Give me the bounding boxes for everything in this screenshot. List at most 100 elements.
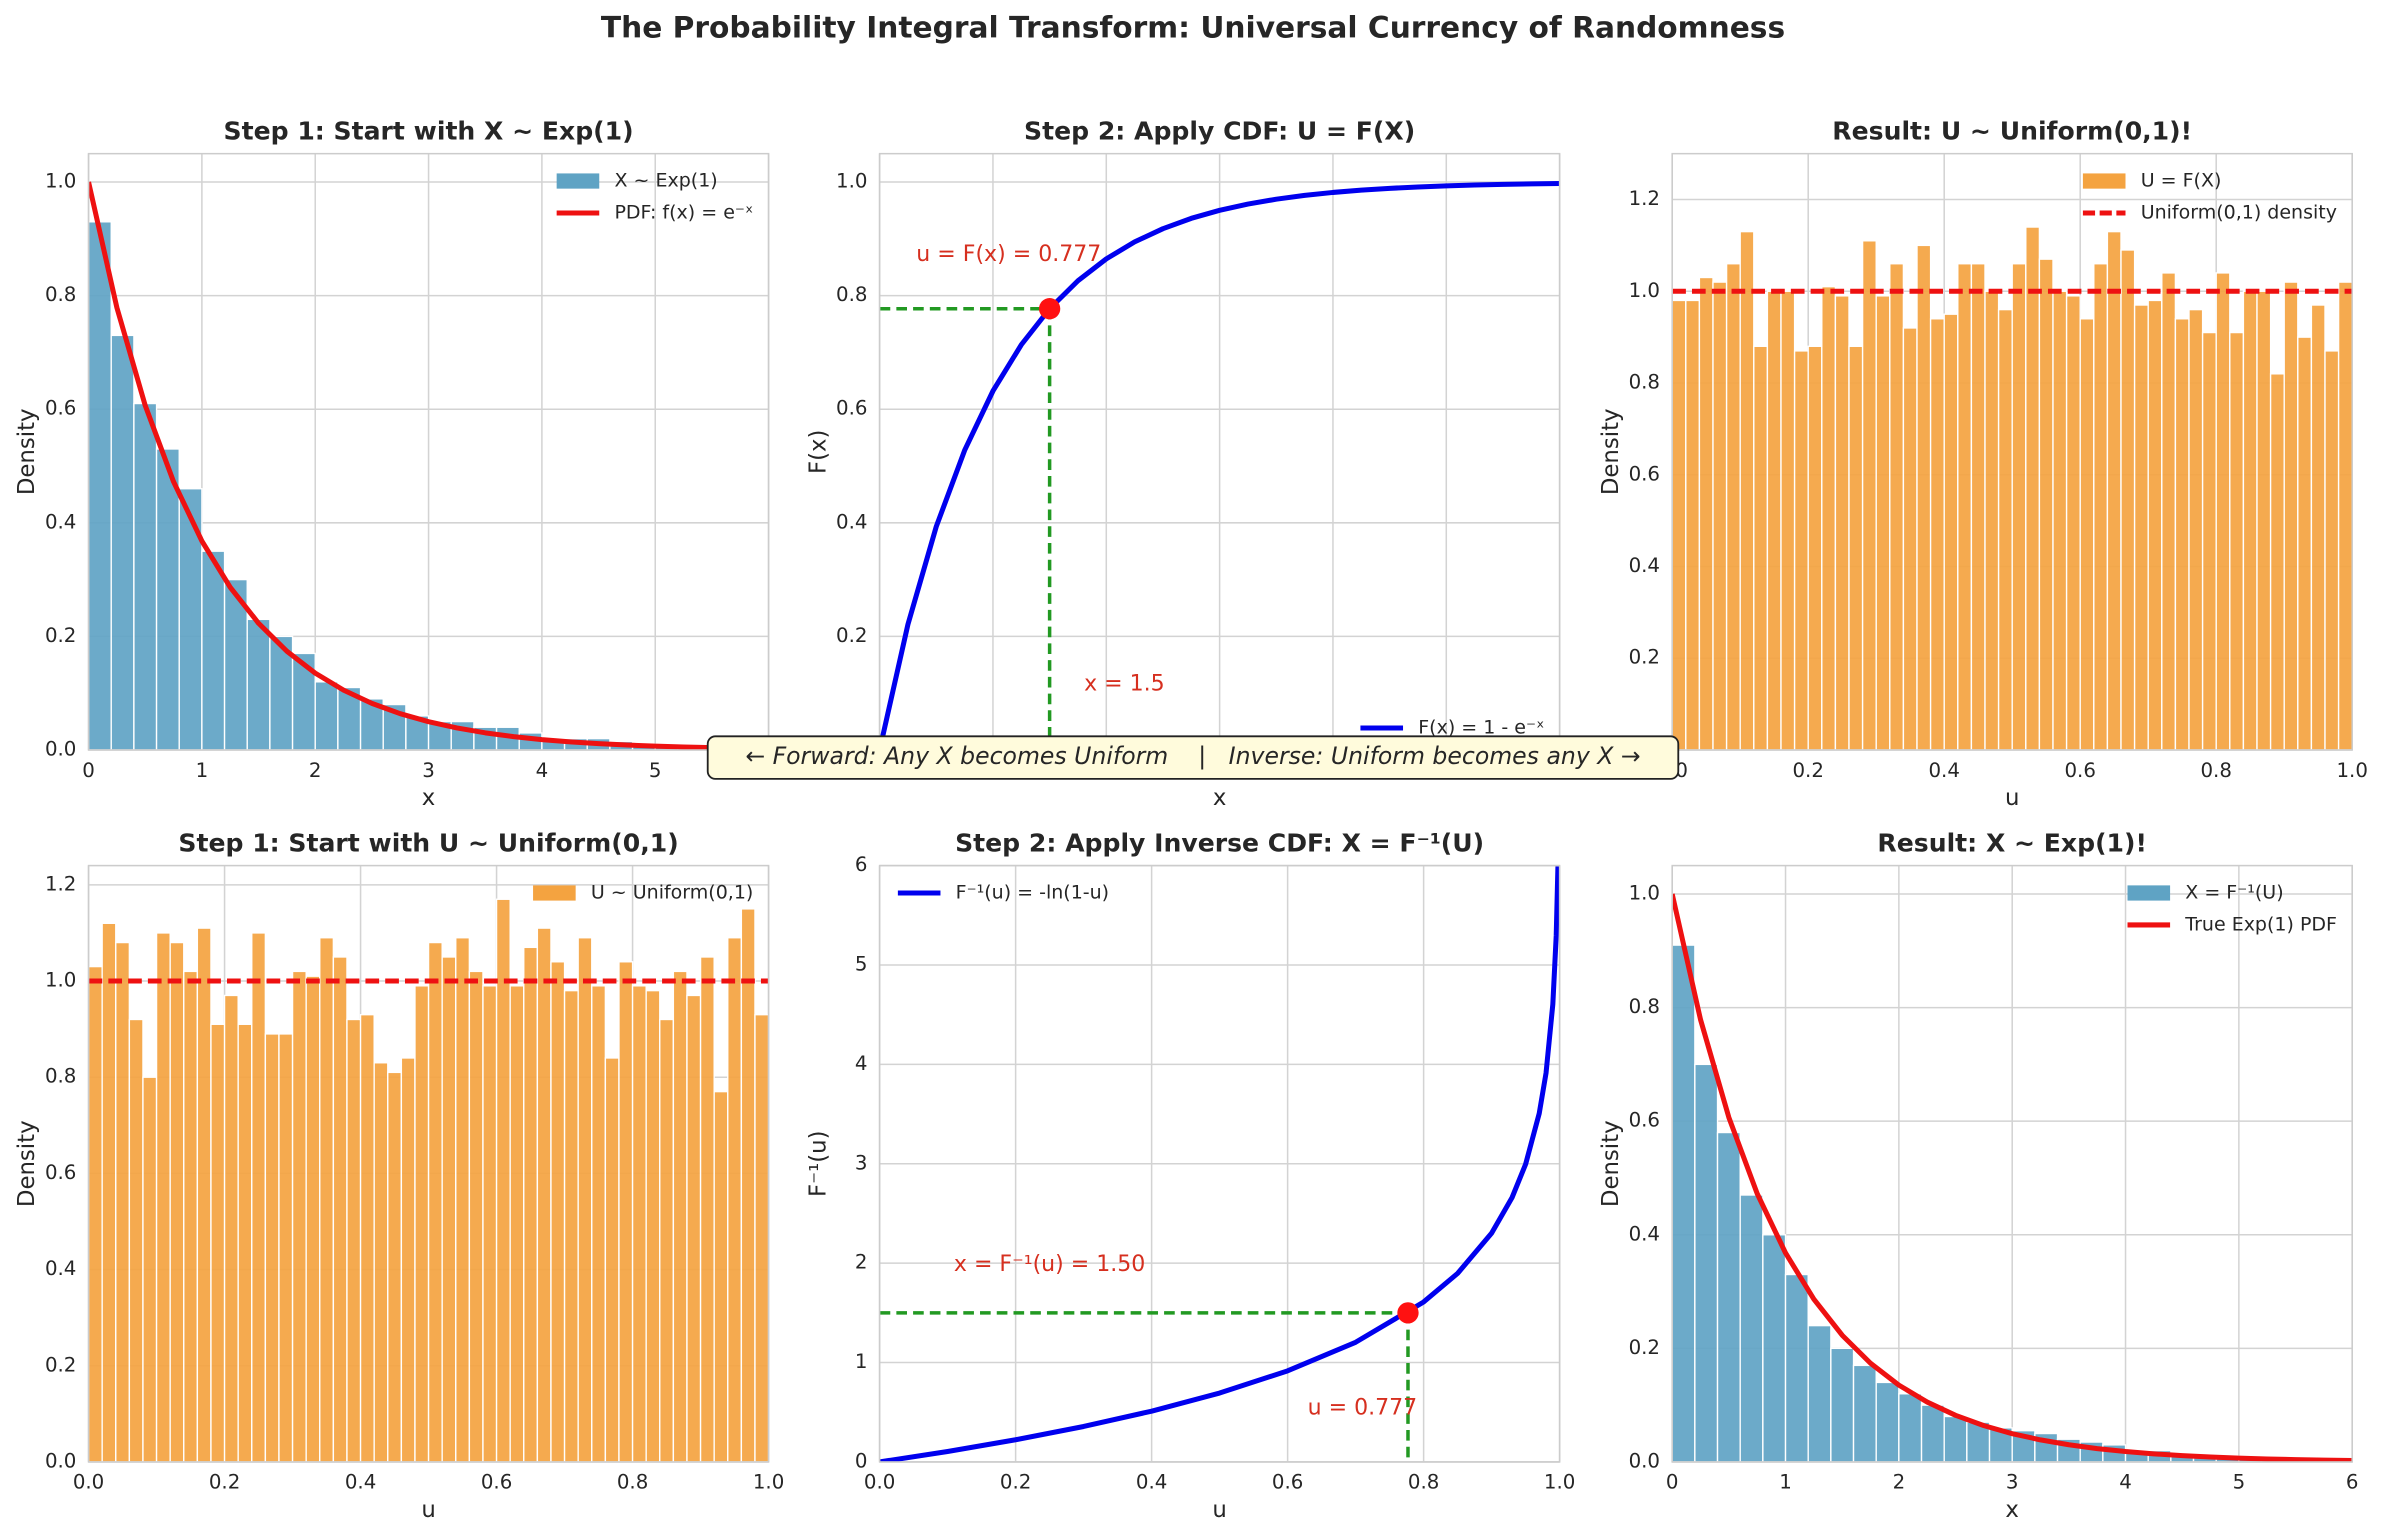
histogram-bar	[659, 1018, 675, 1462]
histogram-bar	[1716, 1131, 1741, 1462]
x-tick-label: 0.4	[345, 1471, 376, 1494]
curve	[879, 180, 1560, 750]
legend-label: F(x) = 1 - e⁻ˣ	[1418, 716, 1544, 738]
histogram-bar	[2065, 295, 2081, 750]
histogram-bar	[196, 927, 212, 1462]
curve	[879, 866, 1560, 1462]
x-tick-label: 0.8	[1408, 1471, 1439, 1494]
banner-box	[706, 735, 1680, 780]
legend: F(x) = 1 - e⁻ˣ	[1360, 716, 1544, 738]
histogram-bar	[727, 937, 743, 1462]
x-tick-label: 1	[1779, 1471, 1792, 1494]
histogram-bar	[319, 937, 335, 1462]
legend-label: PDF: f(x) = e⁻ˣ	[614, 201, 753, 223]
histogram-bar	[178, 488, 203, 750]
legend: U = F(X) Uniform(0,1) density	[2082, 170, 2337, 223]
x-tick-label: 0.6	[2064, 759, 2095, 782]
histogram-bar	[223, 994, 239, 1462]
x-axis-label: x	[2005, 1497, 2019, 1523]
histogram-bar	[183, 970, 199, 1462]
plot-frame	[87, 152, 770, 751]
x-tick-label: 1.0	[1544, 1471, 1575, 1494]
plot-frame	[87, 864, 770, 1463]
histogram-bar	[1902, 327, 1918, 750]
histogram-bar	[387, 1071, 403, 1462]
y-tick-label: 0.6	[1629, 462, 1660, 485]
plot-body	[88, 898, 769, 1462]
histogram-bar	[169, 941, 185, 1462]
histogram-bar	[1997, 308, 2013, 750]
histogram-bar	[237, 1023, 253, 1462]
histogram-bar	[699, 956, 715, 1462]
histogram-bar	[495, 898, 511, 1462]
histogram-bar	[1970, 263, 1986, 750]
histogram-bar	[427, 941, 443, 1462]
histogram-bar	[1672, 299, 1687, 750]
histogram-bar	[291, 970, 307, 1462]
histogram-bar	[2229, 331, 2245, 750]
y-tick-label: 5	[855, 952, 868, 975]
histogram-bar	[373, 1062, 389, 1462]
legend-label: True Exp(1) PDF	[2184, 913, 2337, 935]
histogram-bar	[2174, 318, 2190, 750]
histogram-bar	[2256, 290, 2272, 750]
y-axis-label: Density	[1598, 1120, 1624, 1207]
histogram-bar	[591, 985, 607, 1462]
histogram-bar	[1685, 299, 1701, 750]
y-tick-label: 0.2	[45, 624, 76, 647]
histogram-bar	[133, 402, 158, 750]
panel-title: Step 2: Apply CDF: U = F(X)	[1024, 116, 1415, 145]
histogram-bar	[672, 970, 688, 1462]
x-tick-label: 3	[2006, 1471, 2019, 1494]
y-axis-label: Density	[14, 408, 40, 495]
histogram-bar	[101, 922, 117, 1462]
y-tick-label: 6	[855, 853, 868, 876]
histogram-bar	[2215, 272, 2231, 750]
x-tick-label: 0.0	[864, 1471, 895, 1494]
y-tick-label: 0.6	[1629, 1109, 1660, 1132]
histogram-bar	[2242, 290, 2258, 750]
curve	[1672, 893, 2353, 1462]
y-tick-label: 0.2	[45, 1353, 76, 1376]
panel: 0 1 2 3 4 5 6 0.0 0.2 0.4 0.6 0.8 1.0 Result: X ~ Exp…	[1598, 828, 2359, 1523]
y-tick-label: 0.2	[1629, 646, 1660, 669]
histogram-bar	[1875, 1381, 1900, 1462]
y-tick-label: 0	[855, 1449, 868, 1472]
histogram-bar	[1807, 1324, 1832, 1462]
histogram-bar	[2038, 258, 2054, 750]
banner: ← Forward: Any X becomes Uniform | Inver…	[706, 735, 1680, 780]
y-tick-label: 0.6	[45, 397, 76, 420]
histogram-bar	[1762, 1234, 1787, 1462]
y-tick-label: 0.4	[1629, 554, 1660, 577]
histogram-bar	[468, 970, 484, 1462]
legend-label: X ~ Exp(1)	[614, 170, 717, 192]
histogram-bar	[1898, 1393, 1923, 1462]
histogram-bar	[2133, 304, 2149, 750]
histogram-bar	[455, 937, 471, 1462]
y-tick-label: 1.0	[1629, 279, 1660, 302]
histogram-bar	[2147, 299, 2163, 750]
histogram-bar	[2011, 263, 2027, 750]
y-axis-label: Density	[1598, 408, 1624, 495]
x-axis-label: x	[422, 785, 435, 811]
y-tick-label: 0.6	[45, 1161, 76, 1184]
histogram-bar	[2106, 230, 2122, 750]
x-tick-label: 0.2	[1000, 1471, 1031, 1494]
histogram-bar	[210, 1023, 226, 1462]
y-tick-label: 1.0	[45, 170, 76, 193]
y-tick-label: 0.8	[1629, 371, 1660, 394]
histogram-bar	[523, 946, 539, 1462]
panel: 0.00.20.40.60.81.00.00.20.40.60.81.01.2R…	[1598, 116, 2368, 811]
histogram-bar	[1916, 244, 1932, 750]
histogram-bar	[1984, 290, 2000, 750]
histogram-bar	[2025, 226, 2041, 750]
x-tick-label: 6	[2346, 1471, 2359, 1494]
histogram-bar	[2283, 281, 2299, 750]
x-axis-label: u	[2005, 785, 2019, 811]
panel: 0.0 0.2 0.4 0.6 0.8 1.0 0 1 2 3 4 5 6 Step 2: Apply I…	[805, 828, 1575, 1523]
x-tick-label: 0.4	[1928, 759, 1959, 782]
histogram-bar	[1766, 290, 1782, 750]
legend-swatch	[2127, 885, 2171, 901]
